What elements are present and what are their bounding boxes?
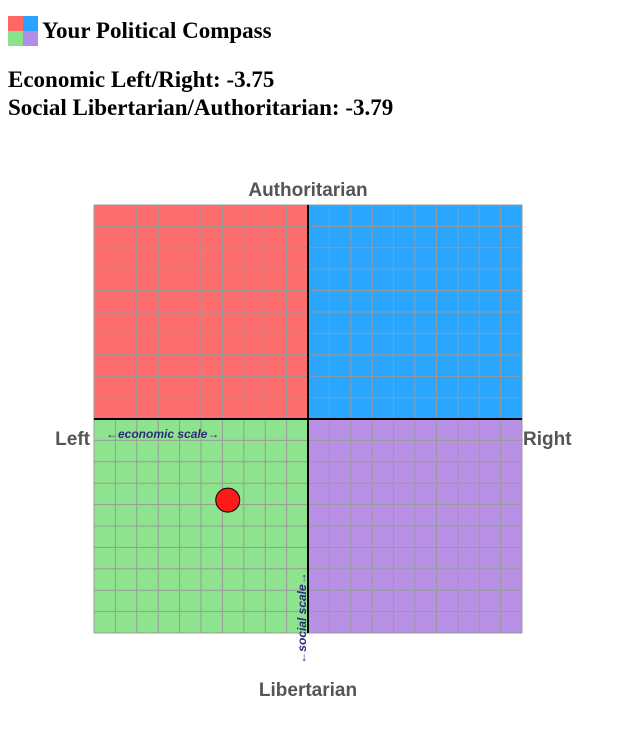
social-score-value: -3.79 — [345, 95, 394, 120]
page-header: Your Political Compass — [8, 16, 272, 46]
economic-score: Economic Left/Right: -3.75 — [8, 66, 393, 94]
economic-score-label: Economic Left/Right: — [8, 67, 221, 92]
left-label: Left — [55, 429, 91, 450]
political-compass: Authoritarian Libertarian Left Right ←ec… — [0, 170, 638, 710]
position-marker — [215, 487, 241, 513]
compass-chart: Authoritarian Libertarian Left Right ←ec… — [55, 180, 572, 701]
social-score: Social Libertarian/Authoritarian: -3.79 — [8, 94, 393, 122]
compass-logo-icon — [8, 16, 38, 46]
page-title: Your Political Compass — [42, 18, 272, 43]
social-scale-label: ←social scale→ — [295, 572, 309, 663]
libertarian-label: Libertarian — [259, 680, 357, 701]
economic-score-value: -3.75 — [226, 67, 275, 92]
authoritarian-label: Authoritarian — [248, 180, 367, 201]
right-label: Right — [523, 429, 572, 450]
social-score-label: Social Libertarian/Authoritarian: — [8, 95, 340, 120]
economic-scale-label: ←economic scale→ — [106, 427, 219, 441]
score-summary: Economic Left/Right: -3.75 Social Libert… — [8, 66, 393, 122]
